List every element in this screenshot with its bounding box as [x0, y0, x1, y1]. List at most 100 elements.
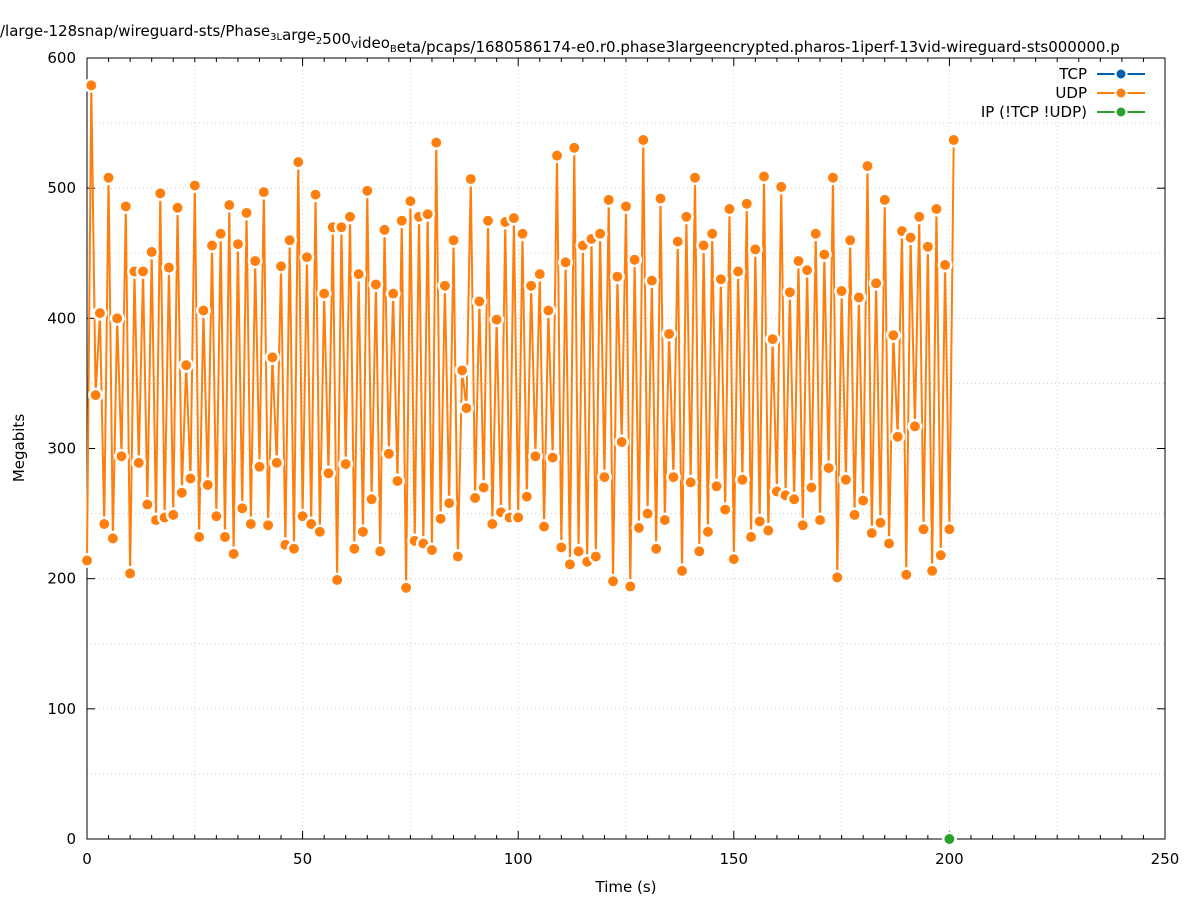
data-point: [821, 460, 837, 476]
y-axis-title: Megabits: [10, 414, 28, 482]
data-point: [881, 536, 897, 551]
data-point: [312, 524, 328, 540]
data-point: [924, 563, 940, 579]
data-point: [234, 500, 250, 516]
data-point: [79, 552, 95, 568]
data-point: [545, 450, 561, 466]
data-point: [734, 472, 750, 488]
data-point: [700, 524, 716, 540]
data-point: [739, 196, 755, 212]
data-point: [446, 232, 461, 248]
data-point: [946, 132, 962, 148]
data-point: [510, 510, 526, 525]
data-point: [484, 516, 500, 532]
data-point: [316, 286, 332, 302]
data-point: [299, 249, 315, 265]
x-tick-label: 50: [293, 850, 312, 868]
x-tick-label: 250: [1151, 850, 1180, 868]
data-point: [653, 191, 668, 207]
series-udp: [79, 77, 962, 596]
data-point: [937, 257, 953, 273]
data-point: [855, 493, 871, 509]
data-point: [916, 521, 931, 537]
data-point: [381, 446, 397, 462]
data-point: [687, 170, 703, 186]
chart-title: /large-128snap/wireguard-sts/Phase3Large…: [0, 22, 1120, 56]
data-point: [165, 507, 181, 523]
data-point: [877, 192, 893, 208]
data-point: [420, 206, 436, 222]
data-point: [890, 429, 906, 445]
data-point: [394, 213, 410, 229]
data-point: [644, 273, 660, 289]
y-tick-label: 600: [47, 49, 76, 67]
data-point: [282, 232, 298, 248]
data-point: [743, 529, 759, 545]
data-point: [217, 529, 233, 545]
data-point: [709, 478, 724, 494]
data-point: [92, 305, 108, 321]
legend-label: IP (!TCP !UDP): [981, 103, 1087, 121]
data-point: [885, 327, 901, 343]
data-point: [519, 489, 535, 505]
y-tick-label: 100: [47, 700, 76, 718]
data-point: [96, 516, 112, 532]
data-point: [441, 495, 457, 511]
data-point: [385, 286, 401, 302]
data-point: [109, 310, 125, 326]
x-tick-label: 0: [82, 850, 92, 868]
data-point: [791, 253, 806, 269]
data-point: [195, 303, 211, 318]
data-point: [260, 517, 276, 533]
data-point: [532, 266, 548, 282]
data-point: [200, 477, 216, 493]
x-tick-label: 200: [935, 850, 964, 868]
legend-label: UDP: [1055, 84, 1087, 102]
data-point: [368, 277, 384, 292]
data-point: [618, 198, 634, 214]
data-point: [640, 506, 656, 522]
data-point: [674, 563, 690, 579]
data-point: [838, 472, 854, 488]
y-tick-label: 500: [47, 179, 76, 197]
data-point: [786, 491, 802, 507]
legend-item: UDP: [1055, 84, 1145, 102]
data-point: [226, 546, 242, 562]
data-point: [321, 465, 336, 481]
data-point: [273, 258, 289, 274]
data-point: [536, 519, 552, 535]
data-point: [808, 226, 824, 242]
data-point: [622, 579, 638, 594]
data-point: [911, 209, 927, 225]
data-point: [372, 543, 388, 559]
data-point: [903, 230, 919, 246]
data-point: [760, 523, 776, 538]
data-point: [152, 185, 168, 201]
data-point: [338, 456, 354, 472]
data-point: [812, 512, 828, 528]
data-point: [101, 170, 117, 186]
data-point: [571, 543, 587, 559]
data-point: [437, 278, 453, 294]
data-point: [933, 547, 949, 563]
data-point: [588, 549, 604, 564]
data-point: [114, 448, 129, 464]
data-point: [678, 209, 694, 225]
data-point: [851, 290, 867, 305]
data-point: [920, 239, 936, 255]
legend-item: IP (!TCP !UDP): [981, 103, 1145, 121]
data-point: [782, 284, 798, 300]
data-point: [208, 508, 224, 524]
data-point: [480, 213, 496, 229]
series-line: [86, 84, 955, 589]
data-point: [747, 241, 763, 257]
data-point: [351, 266, 367, 282]
legend-marker: [1114, 86, 1128, 100]
axis-ticks: [86, 57, 1166, 840]
data-point: [523, 278, 539, 294]
y-tick-label: 0: [66, 830, 76, 848]
data-point: [489, 312, 505, 328]
data-point: [596, 469, 612, 485]
data-point: [333, 219, 349, 235]
